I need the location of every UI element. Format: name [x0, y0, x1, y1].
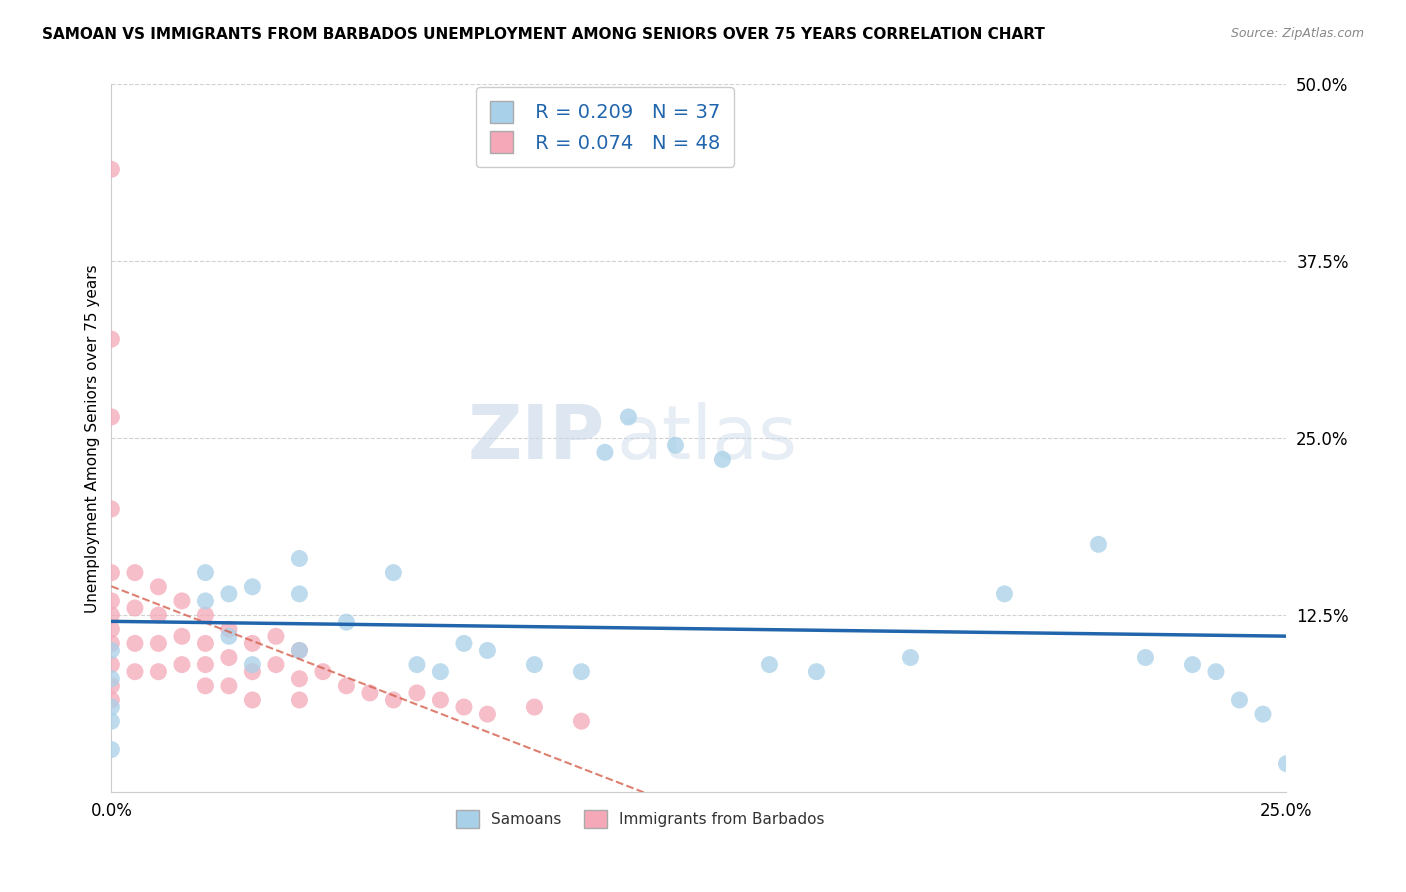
Point: [1135, 650, 1157, 665]
Text: atlas: atlas: [617, 401, 797, 475]
Point: [382, 566, 405, 580]
Point: [453, 700, 475, 714]
Point: [242, 657, 264, 672]
Point: [1275, 756, 1298, 771]
Point: [288, 643, 311, 657]
Point: [100, 332, 122, 346]
Point: [993, 587, 1015, 601]
Point: [406, 657, 429, 672]
Point: [100, 409, 122, 424]
Point: [148, 665, 170, 679]
Point: [288, 587, 311, 601]
Point: [335, 615, 357, 629]
Point: [335, 679, 357, 693]
Point: [194, 594, 217, 608]
Point: [124, 665, 146, 679]
Y-axis label: Unemployment Among Seniors over 75 years: Unemployment Among Seniors over 75 years: [86, 264, 100, 613]
Point: [100, 693, 122, 707]
Point: [194, 636, 217, 650]
Point: [406, 686, 429, 700]
Point: [429, 693, 451, 707]
Point: [288, 551, 311, 566]
Text: Source: ZipAtlas.com: Source: ZipAtlas.com: [1230, 27, 1364, 40]
Point: [523, 700, 546, 714]
Point: [359, 686, 381, 700]
Point: [264, 657, 287, 672]
Point: [218, 629, 240, 643]
Point: [100, 700, 122, 714]
Point: [900, 650, 922, 665]
Point: [170, 594, 193, 608]
Point: [571, 714, 593, 729]
Point: [242, 665, 264, 679]
Point: [100, 643, 122, 657]
Point: [100, 672, 122, 686]
Point: [264, 629, 287, 643]
Point: [806, 665, 828, 679]
Point: [100, 594, 122, 608]
Point: [288, 672, 311, 686]
Point: [100, 566, 122, 580]
Point: [523, 657, 546, 672]
Point: [477, 707, 499, 722]
Point: [288, 693, 311, 707]
Point: [1229, 693, 1251, 707]
Point: [100, 636, 122, 650]
Point: [194, 608, 217, 623]
Point: [194, 566, 217, 580]
Point: [218, 679, 240, 693]
Point: [170, 629, 193, 643]
Point: [288, 643, 311, 657]
Point: [124, 566, 146, 580]
Point: [218, 587, 240, 601]
Point: [218, 650, 240, 665]
Point: [453, 636, 475, 650]
Point: [1087, 537, 1109, 551]
Point: [242, 693, 264, 707]
Point: [194, 679, 217, 693]
Point: [100, 679, 122, 693]
Point: [100, 657, 122, 672]
Point: [100, 714, 122, 729]
Text: ZIP: ZIP: [468, 401, 605, 475]
Point: [242, 636, 264, 650]
Point: [100, 162, 122, 177]
Point: [711, 452, 734, 467]
Point: [194, 657, 217, 672]
Point: [218, 622, 240, 636]
Point: [429, 665, 451, 679]
Point: [100, 622, 122, 636]
Point: [758, 657, 780, 672]
Point: [593, 445, 616, 459]
Point: [100, 608, 122, 623]
Point: [571, 665, 593, 679]
Point: [312, 665, 335, 679]
Point: [148, 608, 170, 623]
Point: [124, 601, 146, 615]
Point: [382, 693, 405, 707]
Point: [1251, 707, 1274, 722]
Point: [617, 409, 640, 424]
Point: [170, 657, 193, 672]
Point: [477, 643, 499, 657]
Point: [664, 438, 686, 452]
Point: [100, 502, 122, 516]
Point: [1205, 665, 1227, 679]
Point: [242, 580, 264, 594]
Text: SAMOAN VS IMMIGRANTS FROM BARBADOS UNEMPLOYMENT AMONG SENIORS OVER 75 YEARS CORR: SAMOAN VS IMMIGRANTS FROM BARBADOS UNEMP…: [42, 27, 1045, 42]
Point: [148, 636, 170, 650]
Point: [124, 636, 146, 650]
Point: [100, 742, 122, 756]
Point: [148, 580, 170, 594]
Legend: Samoans, Immigrants from Barbados: Samoans, Immigrants from Barbados: [450, 804, 831, 834]
Point: [1181, 657, 1204, 672]
